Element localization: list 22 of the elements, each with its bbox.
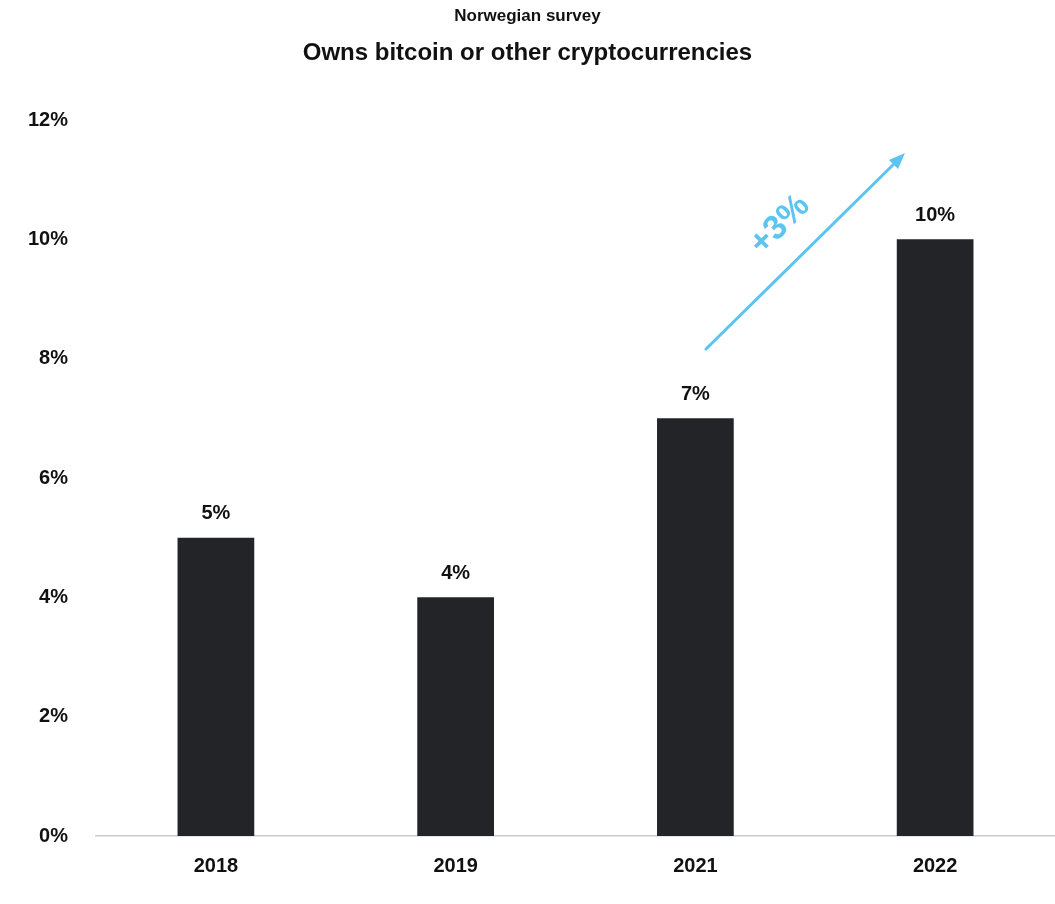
bar (896, 239, 974, 836)
data-label: 10% (915, 202, 956, 225)
bar (417, 597, 494, 836)
annotation: +3% (740, 185, 816, 261)
y-tick-label: 10% (28, 226, 69, 249)
x-tick-label: 2018 (193, 853, 239, 876)
bar (177, 537, 255, 836)
y-tick-label: 2% (39, 704, 69, 727)
y-tick-label: 4% (39, 584, 69, 607)
data-label: 4% (441, 560, 471, 583)
x-tick-label: 2019 (433, 853, 478, 876)
y-tick-label: 6% (39, 465, 69, 488)
y-tick-label: 12% (28, 107, 69, 130)
data-label: 7% (680, 381, 711, 404)
x-tick-label: 2021 (673, 853, 718, 876)
bar (657, 418, 734, 836)
data-label: 5% (201, 501, 231, 524)
x-tick-label: 2022 (912, 853, 958, 876)
chart-title: Owns bitcoin or other cryptocurrencies (301, 38, 754, 66)
y-tick-label: 8% (39, 346, 69, 369)
y-tick-label: 0% (39, 823, 69, 846)
chart-subtitle: Norwegian survey (453, 6, 602, 26)
